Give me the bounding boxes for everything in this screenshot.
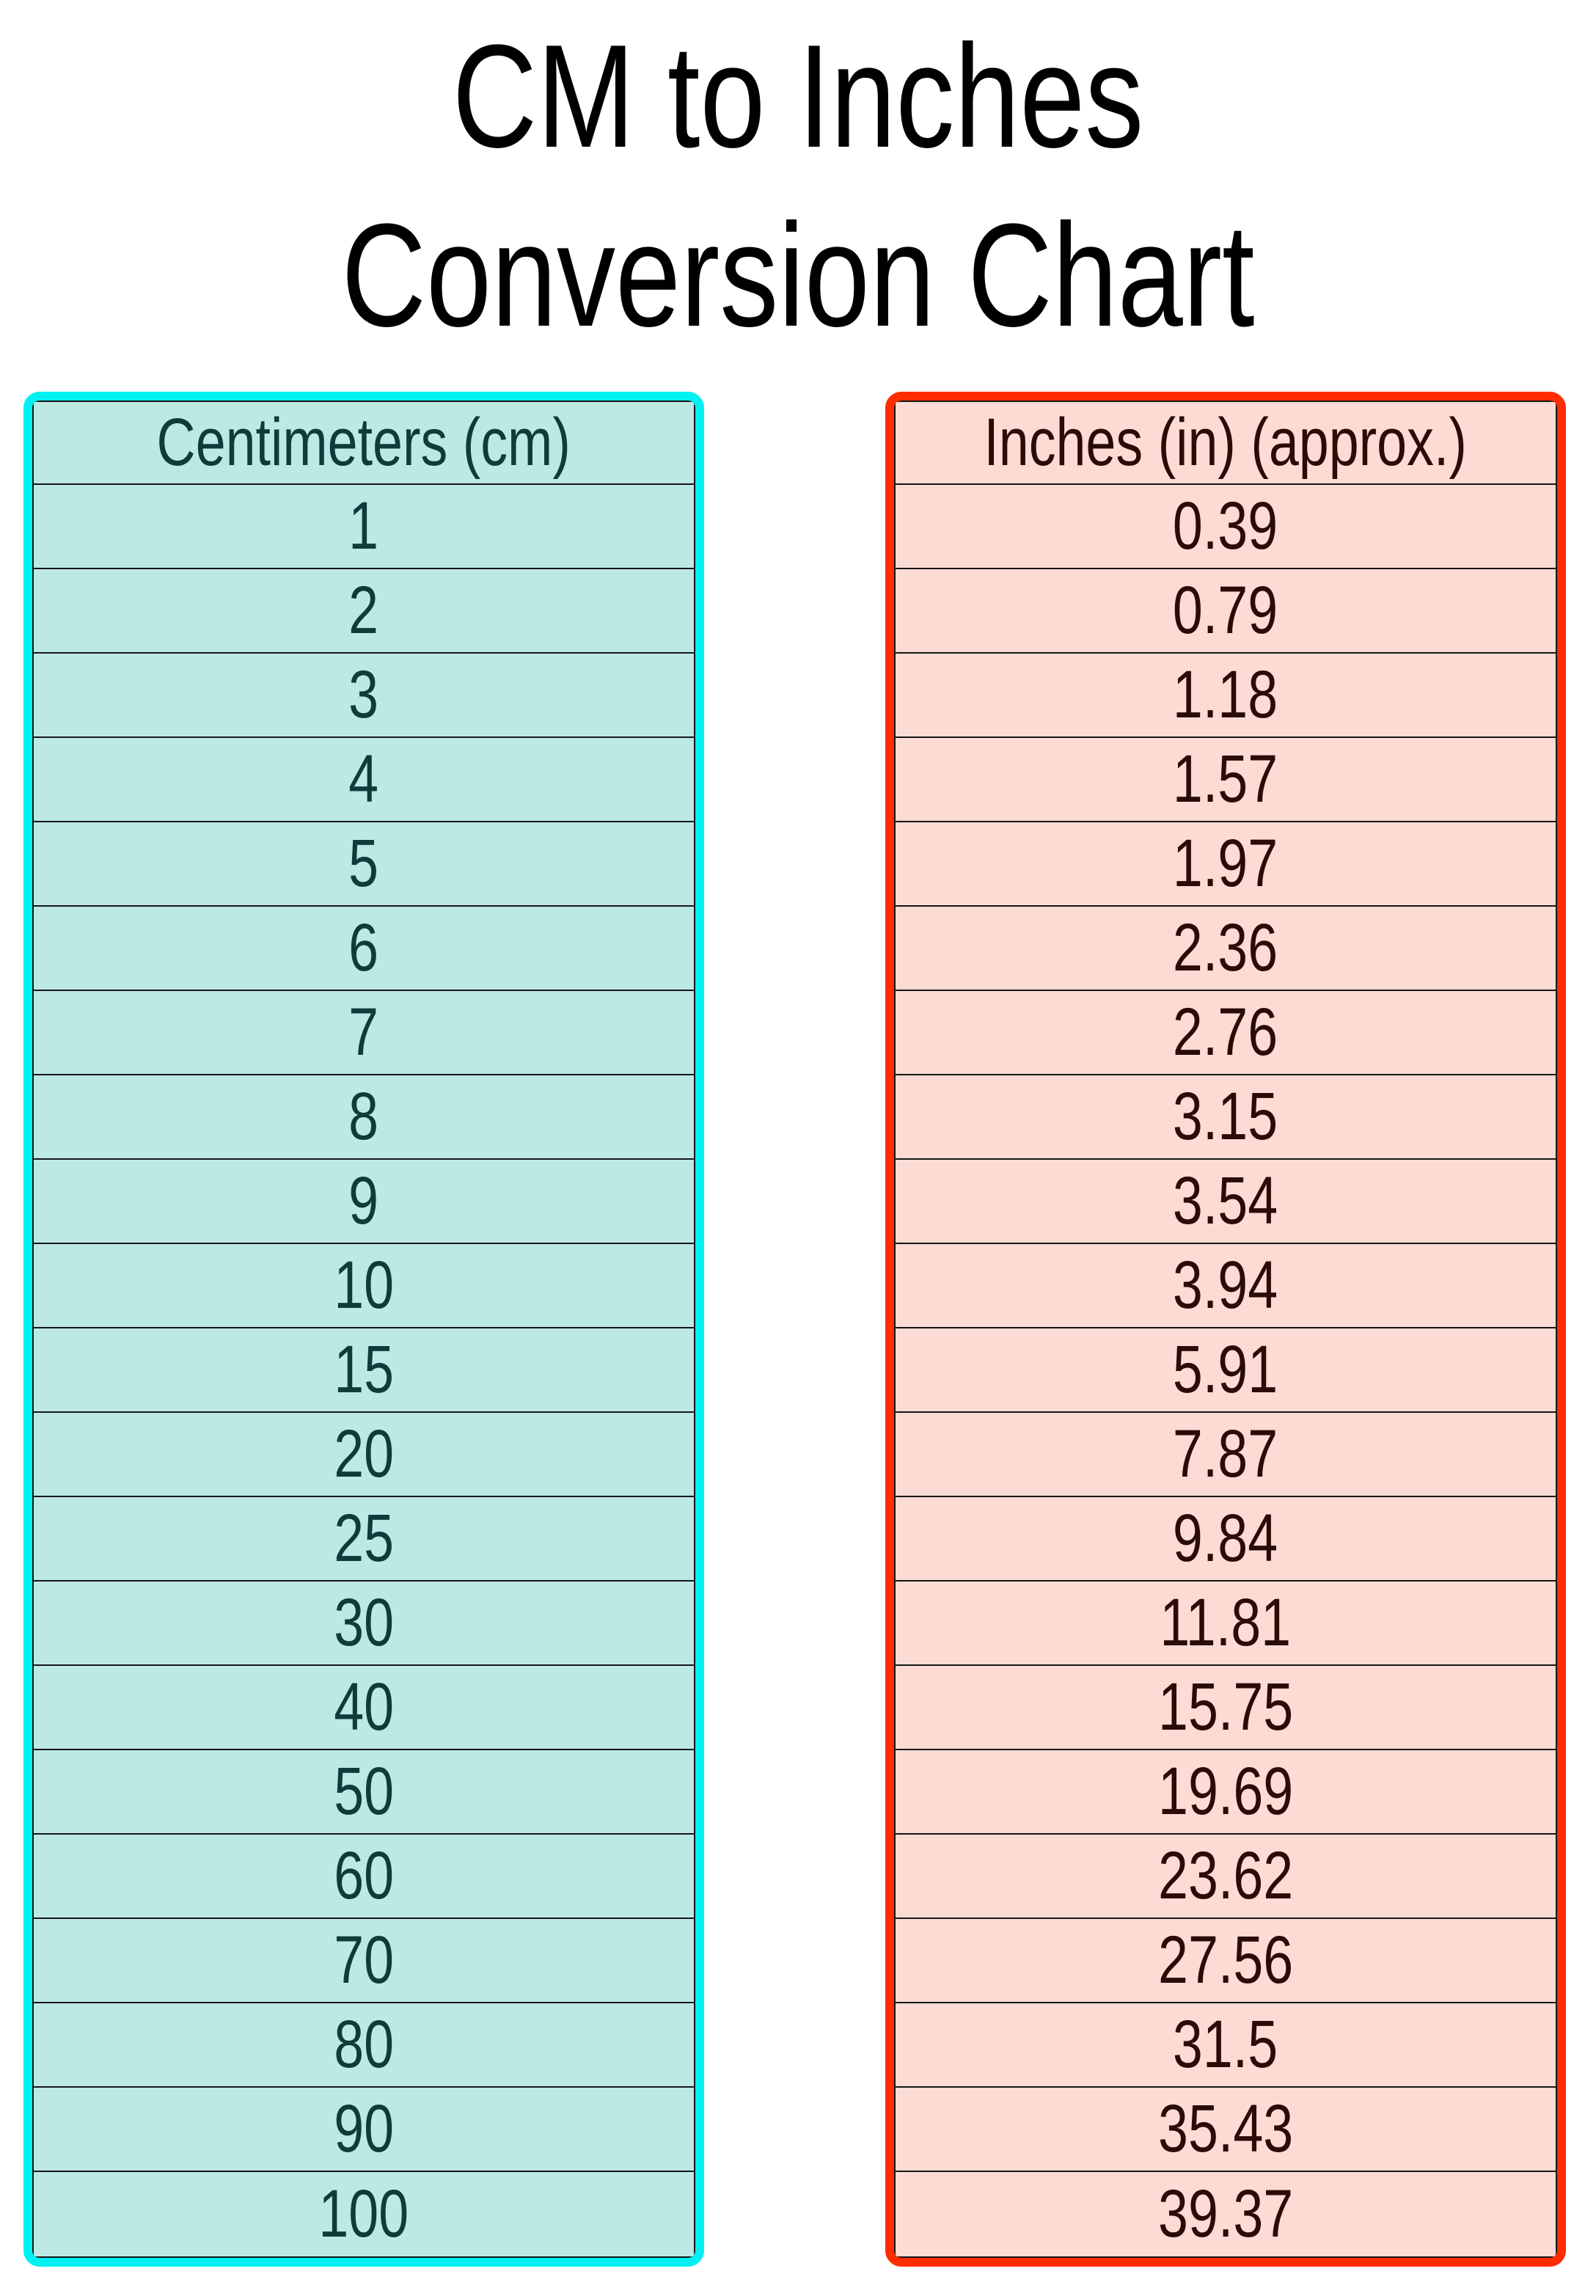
cell-value: 1.97 [1173,826,1278,901]
centimeters-row: 50 [34,1750,694,1835]
cell-value: 4 [348,742,379,816]
cell-value: 30 [334,1585,394,1660]
cell-value: 15.75 [1157,1670,1294,1744]
centimeters-row: 1 [34,485,694,569]
cell-value: 3.15 [1173,1079,1278,1154]
inches-header-label: Inches (in) (approx.) [984,405,1468,480]
cell-value: 7 [348,995,379,1070]
inches-row: 1.18 [896,654,1556,738]
centimeters-row: 15 [34,1328,694,1413]
centimeters-table-inner: Centimeters (cm) 1 2 3 4 5 6 7 8 9 10 15 20 25 30 40 50… [32,401,695,2258]
cell-value: 1.57 [1173,742,1278,816]
inches-row: 1.57 [896,738,1556,822]
cell-value: 5 [348,826,379,901]
cell-value: 7.87 [1173,1416,1278,1491]
cell-value: 40 [334,1670,394,1744]
inches-row: 31.5 [896,2003,1556,2088]
centimeters-row: 60 [34,1835,694,1919]
cell-value: 8 [348,1079,379,1154]
centimeters-row: 40 [34,1666,694,1750]
cell-value: 27.56 [1157,1923,1294,1997]
cell-value: 11.81 [1160,1585,1292,1660]
inches-row: 23.62 [896,1835,1556,1919]
cell-value: 2.36 [1173,910,1278,985]
inches-row: 3.94 [896,1244,1556,1328]
cell-value: 3 [348,657,379,732]
cell-value: 9 [348,1163,379,1238]
centimeters-row: 4 [34,738,694,822]
cell-value: 80 [334,2007,394,2082]
cell-value: 70 [334,1923,394,1997]
inches-row: 9.84 [896,1497,1556,1582]
cell-value: 10 [334,1248,394,1323]
tables-container: Centimeters (cm) 1 2 3 4 5 6 7 8 9 10 15 20 25 30 40 50… [23,392,1566,2267]
centimeters-row: 25 [34,1497,694,1582]
centimeters-row: 9 [34,1160,694,1244]
cell-value: 3.54 [1173,1163,1278,1238]
centimeters-row: 6 [34,907,694,991]
cell-value: 20 [334,1416,394,1491]
inches-row: 2.36 [896,907,1556,991]
cell-value: 50 [334,1754,394,1829]
inches-row: 39.37 [896,2172,1556,2256]
cell-value: 0.39 [1173,489,1278,563]
centimeters-row: 2 [34,569,694,654]
cell-value: 60 [334,1838,394,1913]
centimeters-row: 10 [34,1244,694,1328]
centimeters-row: 5 [34,822,694,907]
centimeters-table: Centimeters (cm) 1 2 3 4 5 6 7 8 9 10 15 20 25 30 40 50… [23,392,704,2267]
inches-row: 0.79 [896,569,1556,654]
centimeters-row: 20 [34,1413,694,1497]
centimeters-row: 30 [34,1582,694,1666]
centimeters-row: 8 [34,1075,694,1160]
inches-table: Inches (in) (approx.) 0.39 0.79 1.18 1.57 1.… [885,392,1566,2267]
cell-value: 31.5 [1173,2007,1278,2082]
cell-value: 100 [318,2176,409,2251]
cell-value: 2.76 [1173,995,1278,1070]
cell-value: 2 [348,573,379,648]
cell-value: 35.43 [1157,2091,1294,2166]
inches-row: 11.81 [896,1582,1556,1666]
cell-value: 19.69 [1157,1754,1294,1829]
centimeters-row: 80 [34,2003,694,2088]
page-title: CM to Inches Conversion Chart [0,0,1596,365]
cell-value: 39.37 [1157,2176,1294,2251]
cell-value: 1 [348,489,379,563]
centimeters-row: 70 [34,1919,694,2003]
inches-row: 3.54 [896,1160,1556,1244]
cell-value: 5.91 [1173,1332,1278,1407]
centimeters-header-label: Centimeters (cm) [156,405,571,480]
inches-row: 0.39 [896,485,1556,569]
cell-value: 9.84 [1173,1501,1278,1576]
inches-row: 3.15 [896,1075,1556,1160]
centimeters-header-cell: Centimeters (cm) [34,402,694,485]
centimeters-row: 100 [34,2172,694,2256]
inches-table-inner: Inches (in) (approx.) 0.39 0.79 1.18 1.57 1.… [894,401,1557,2258]
cell-value: 25 [334,1501,394,1576]
inches-row: 35.43 [896,2088,1556,2172]
inches-row: 2.76 [896,991,1556,1075]
centimeters-row: 7 [34,991,694,1075]
centimeters-row: 90 [34,2088,694,2172]
cell-value: 1.18 [1173,657,1278,732]
inches-row: 1.97 [896,822,1556,907]
inches-row: 19.69 [896,1750,1556,1835]
inches-row: 5.91 [896,1328,1556,1413]
inches-row: 15.75 [896,1666,1556,1750]
inches-header-cell: Inches (in) (approx.) [896,402,1556,485]
inches-row: 7.87 [896,1413,1556,1497]
cell-value: 0.79 [1173,573,1278,648]
cell-value: 23.62 [1157,1838,1294,1913]
title-line-1: CM to Inches [452,15,1144,178]
centimeters-row: 3 [34,654,694,738]
cell-value: 6 [348,910,379,985]
title-line-2: Conversion Chart [341,194,1255,357]
cell-value: 15 [334,1332,394,1407]
cell-value: 3.94 [1173,1248,1278,1323]
inches-row: 27.56 [896,1919,1556,2003]
cell-value: 90 [334,2091,394,2166]
